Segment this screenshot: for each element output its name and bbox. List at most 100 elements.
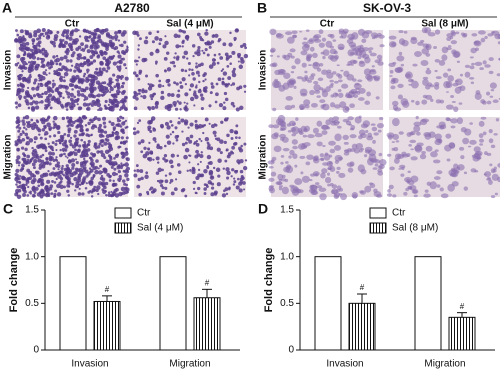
cell	[48, 72, 51, 75]
cell	[313, 84, 321, 92]
cell	[74, 148, 77, 152]
cell	[90, 176, 95, 181]
cell	[55, 57, 61, 63]
cell	[163, 153, 168, 158]
cell	[108, 179, 112, 182]
cell	[81, 178, 86, 183]
column-label: Sal (8 μM)	[421, 19, 468, 30]
cell	[19, 175, 22, 178]
cell	[29, 158, 32, 161]
cell	[112, 193, 115, 197]
cell	[105, 58, 109, 63]
cell	[424, 26, 432, 34]
cell	[90, 195, 94, 198]
error-bar	[357, 293, 367, 304]
cell	[488, 70, 494, 75]
cell	[117, 164, 121, 168]
cell	[229, 62, 232, 65]
cell	[283, 72, 291, 79]
cell	[408, 143, 412, 147]
cell	[133, 106, 138, 111]
cell	[446, 36, 452, 41]
cell	[338, 79, 343, 83]
cell	[20, 43, 24, 48]
cell	[55, 87, 60, 91]
cell	[342, 106, 350, 113]
cell	[67, 181, 72, 185]
cell	[469, 122, 473, 125]
cell	[315, 182, 320, 186]
cell	[80, 42, 84, 47]
cell	[66, 133, 71, 138]
cell	[40, 60, 44, 64]
cell	[79, 119, 84, 124]
cell	[224, 187, 229, 192]
cell	[155, 73, 159, 78]
cell	[489, 163, 493, 167]
cell	[184, 92, 189, 97]
cell	[170, 153, 175, 158]
cell	[137, 141, 142, 145]
cell	[67, 129, 70, 132]
cell	[113, 167, 117, 171]
cell	[421, 47, 430, 55]
cell	[89, 61, 94, 65]
cell	[40, 79, 43, 82]
cell	[358, 135, 363, 140]
cell	[92, 153, 97, 157]
cell	[58, 44, 62, 49]
cell	[78, 144, 82, 148]
cell	[55, 139, 58, 143]
cell	[33, 141, 37, 144]
cell	[76, 149, 81, 154]
cell	[73, 134, 77, 138]
cell	[227, 76, 232, 80]
cell	[152, 188, 157, 193]
legend-swatch	[369, 222, 387, 234]
cell	[304, 75, 309, 79]
cell	[208, 104, 212, 108]
cell	[122, 179, 126, 183]
cell	[406, 178, 411, 183]
cell	[59, 170, 63, 173]
cell	[351, 143, 358, 150]
cell	[463, 186, 469, 191]
cell	[22, 152, 26, 156]
cell	[352, 194, 358, 199]
cell	[123, 106, 128, 111]
cell	[104, 62, 109, 67]
cell	[65, 90, 68, 93]
cell	[233, 130, 238, 135]
cell	[36, 85, 40, 89]
cell	[135, 97, 139, 101]
cell	[293, 85, 297, 90]
error-bar	[457, 312, 467, 318]
cell	[104, 138, 108, 141]
cell	[18, 123, 21, 126]
cell	[97, 167, 100, 170]
cell	[218, 102, 224, 108]
cell	[70, 64, 74, 67]
cell	[268, 124, 274, 129]
cell	[379, 117, 384, 121]
cell	[25, 136, 29, 139]
cell	[398, 131, 404, 135]
cell	[353, 148, 360, 154]
cell	[81, 132, 85, 136]
cell	[58, 77, 62, 81]
cell	[316, 95, 321, 98]
cell	[158, 42, 162, 46]
cell	[215, 82, 219, 86]
cell	[162, 157, 166, 161]
cell	[225, 167, 230, 172]
cell	[213, 123, 216, 126]
cell	[81, 192, 85, 196]
cell	[173, 64, 176, 68]
cell	[271, 133, 279, 140]
micrograph	[14, 114, 131, 200]
cell	[178, 45, 182, 48]
cell	[188, 161, 191, 164]
cell	[301, 62, 307, 68]
cell	[216, 137, 221, 142]
cell	[125, 136, 129, 140]
